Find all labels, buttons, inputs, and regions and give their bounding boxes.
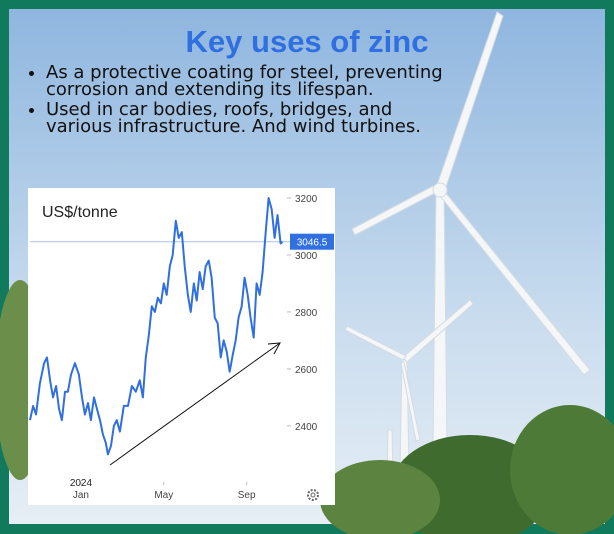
y-tick-label: 2800: [295, 308, 318, 319]
title: Key uses of zinc: [186, 24, 429, 59]
bullet-list: As a protective coating for steel, preve…: [26, 64, 446, 138]
last-value-badge: [290, 233, 334, 250]
chart: US$/tonne 2400 2600 2800 3000 3200 Jan May Sep 20…: [29, 194, 334, 501]
y-tick-label: 3000: [295, 251, 318, 262]
price-line: [29, 196, 284, 456]
settings-icon[interactable]: [307, 489, 319, 501]
year-label: 2024: [70, 478, 93, 489]
y-tick-label: 2600: [295, 365, 318, 376]
bullet: As a protective coating for steel, preve…: [46, 64, 446, 99]
y-tick-label: 2400: [295, 422, 318, 433]
bullet: Used in car bodies, roofs, bridges, and …: [46, 101, 446, 136]
unit-label: US$/tonne: [42, 204, 118, 221]
x-tick-label: Jan: [73, 490, 89, 501]
y-tick-label: 3200: [295, 194, 318, 205]
x-tick-label: May: [154, 490, 173, 501]
chart-panel: [28, 188, 335, 505]
last-value-label: 3046.5: [297, 238, 328, 249]
x-tick-label: Sep: [238, 490, 256, 501]
trend-arrow: [109, 342, 281, 466]
turbines: [344, 11, 591, 525]
